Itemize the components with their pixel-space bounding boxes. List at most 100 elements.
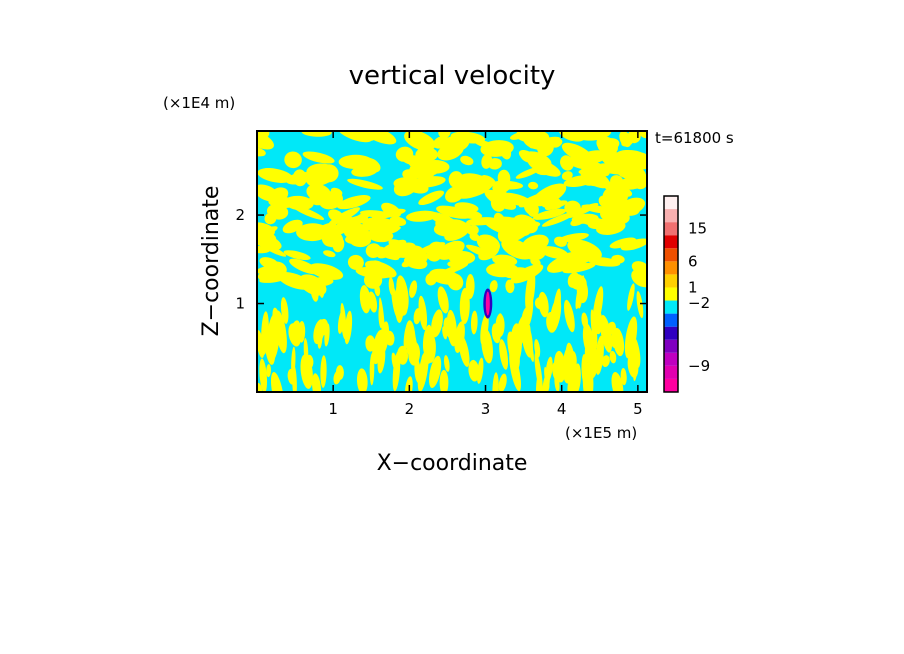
positive-region [620, 238, 647, 251]
anomaly-inner [485, 291, 490, 316]
positive-region [567, 272, 580, 288]
positive-region [288, 323, 301, 347]
positive-region [507, 331, 520, 369]
positive-region [534, 297, 546, 310]
positive-region [257, 330, 265, 359]
positive-region [532, 183, 567, 207]
positive-region [426, 246, 442, 262]
positive-region [431, 309, 443, 338]
positive-region [489, 159, 502, 168]
positive-region [323, 250, 336, 258]
positive-region [476, 234, 501, 253]
y-axis-label: Z−coordinate [199, 186, 224, 337]
positive-region [365, 243, 382, 258]
positive-region [369, 353, 375, 386]
positive-region [454, 321, 465, 353]
positive-region [595, 335, 604, 375]
colorbar: 15 6 1−2 −9 [663, 195, 710, 393]
positive-region [268, 187, 289, 203]
positive-region [284, 151, 302, 169]
positive-region [444, 223, 467, 234]
positive-region [481, 175, 496, 185]
positive-region [443, 317, 454, 338]
positive-region [619, 131, 632, 148]
positive-region [609, 237, 637, 249]
x-axis-label: X−coordinate [377, 451, 528, 476]
colorbar-swatch [664, 300, 678, 314]
positive-region [582, 323, 594, 356]
positive-region [602, 187, 618, 204]
positive-region [344, 310, 353, 345]
positive-region [631, 268, 647, 288]
colorbar-swatch [664, 196, 678, 210]
positive-region [266, 364, 272, 378]
positive-region [476, 357, 484, 384]
contour-field [257, 131, 647, 392]
positive-region [337, 195, 371, 210]
positive-region [396, 242, 416, 254]
positive-region [359, 285, 371, 314]
positive-region [413, 308, 422, 325]
x-unit-label: (×1E5 m) [565, 424, 637, 442]
positive-region [306, 169, 327, 187]
positive-region [311, 373, 322, 392]
positive-region [306, 183, 331, 202]
positive-region [372, 329, 385, 365]
positive-region [409, 161, 436, 180]
positive-region [590, 309, 598, 349]
positive-region [370, 225, 401, 235]
positive-region [633, 356, 638, 382]
positive-region [335, 365, 344, 380]
positive-region [438, 131, 451, 139]
positive-region [627, 283, 635, 311]
positive-region [551, 138, 563, 148]
positive-region [596, 220, 626, 235]
positive-region [438, 263, 468, 276]
positive-region [337, 308, 346, 334]
positive-region [592, 286, 604, 328]
positive-region [368, 291, 378, 313]
positive-region [437, 286, 449, 314]
positive-region [549, 297, 562, 333]
time-label: t=61800 s [655, 129, 734, 147]
positive-region [379, 297, 385, 336]
positive-region [492, 254, 518, 267]
positive-region [301, 131, 332, 137]
positive-region [395, 146, 414, 162]
positive-region [570, 146, 582, 162]
positive-region [575, 275, 585, 310]
positive-region [454, 202, 479, 213]
positive-region [465, 274, 475, 299]
positive-region [524, 295, 534, 328]
positive-region [554, 236, 567, 247]
colorbar-swatch [664, 209, 678, 223]
positive-region [563, 175, 596, 187]
positive-region [601, 355, 610, 368]
positive-region [505, 279, 515, 294]
positive-region [355, 266, 392, 279]
positive-region [467, 224, 479, 236]
x-tick-label: 5 [633, 400, 643, 418]
colorbar-label: −9 [688, 357, 710, 375]
positive-region [580, 153, 594, 164]
positive-region [565, 342, 576, 382]
colorbar-frame [663, 195, 679, 393]
positive-region [422, 324, 433, 356]
positive-region [347, 178, 383, 190]
positive-region [349, 232, 372, 248]
colorbar-swatch [664, 235, 678, 249]
positive-region [532, 208, 567, 220]
positive-region [466, 217, 498, 226]
positive-region [554, 350, 566, 383]
x-tick-label: 3 [481, 400, 491, 418]
positive-region [401, 258, 415, 268]
positive-region [541, 371, 550, 392]
positive-region [337, 131, 372, 143]
positive-region [499, 339, 509, 370]
positive-region [257, 239, 287, 257]
positive-region [568, 159, 605, 171]
positive-region [460, 155, 474, 166]
positive-region [541, 211, 576, 227]
positive-region [624, 316, 638, 359]
y-tick-label: 2 [235, 206, 245, 224]
